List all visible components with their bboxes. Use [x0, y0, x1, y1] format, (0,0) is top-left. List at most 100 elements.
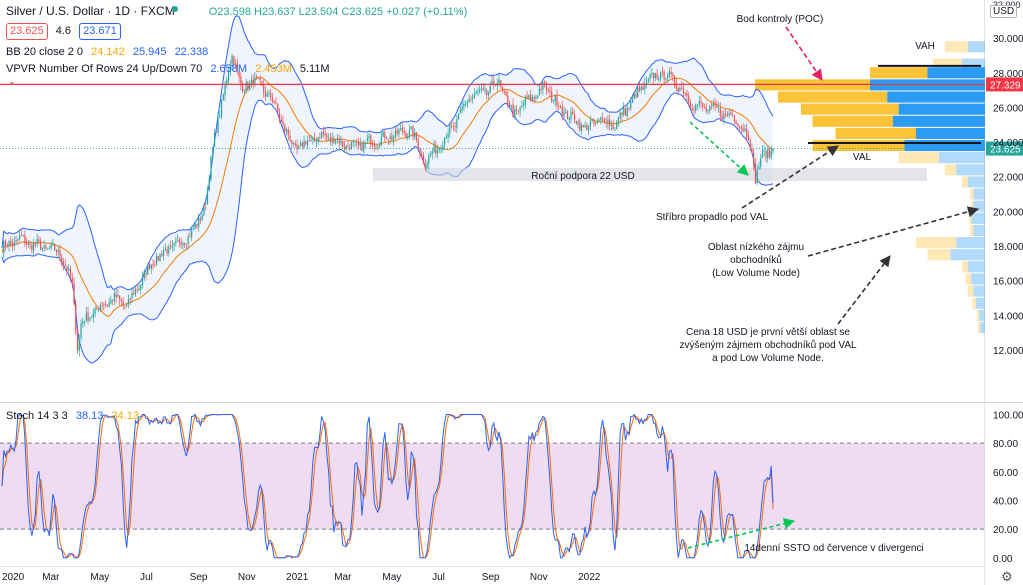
candle-body [456, 119, 458, 128]
candle-body [450, 126, 453, 127]
bb-legend[interactable]: BB 20 close 2 0 24.142 25.945 22.338 [6, 46, 213, 58]
candle-body [155, 255, 158, 266]
stoch-legend[interactable]: Stoch 14 3 3 38.13 34.13 [6, 410, 144, 422]
candle-body [287, 130, 289, 135]
note-line2: zvýšeným zájmem obchodníků pod VAL [679, 339, 857, 351]
poc-price-badge [986, 77, 1023, 92]
candle-body [15, 240, 17, 243]
candle-body [252, 79, 254, 86]
candle-body [489, 84, 491, 93]
time-tick-label: 2022 [578, 572, 601, 583]
candle-body [277, 104, 279, 113]
candle-body [315, 142, 317, 144]
candle-body [403, 131, 405, 133]
candle-body [605, 122, 607, 124]
candle-body [243, 89, 245, 91]
candle-body [271, 97, 274, 102]
settings-gear-icon[interactable]: ⚙ [1001, 569, 1013, 584]
candle-body [568, 118, 570, 121]
candle-body [714, 103, 716, 106]
candle-body [524, 96, 526, 105]
price-tick-label: 22.000 [993, 173, 1023, 184]
candle-body [264, 91, 267, 97]
candle-body [589, 121, 591, 126]
stoch-divergence-annotation: 14denní SSTO od července v divergenci [744, 543, 923, 554]
candle-body [328, 137, 330, 139]
volume-profile-up-bar [778, 91, 888, 103]
candle-body [356, 141, 358, 143]
candle-body [535, 96, 537, 99]
last-price-label: 23.625 [990, 145, 1021, 156]
candle-body [206, 189, 209, 204]
currency-selector[interactable]: USD [990, 5, 1018, 18]
candle-body [479, 89, 481, 92]
candle-body [440, 149, 442, 151]
candle-body [484, 89, 486, 91]
candle-body [263, 85, 265, 93]
candle-body [350, 142, 353, 149]
symbol-title[interactable]: Silver / U.S. Dollar · 1D · FXCM [6, 4, 175, 18]
candle-body [768, 149, 771, 157]
candle-body [633, 93, 635, 99]
candle-body [294, 143, 296, 146]
candle-body [630, 101, 632, 109]
candle-body [10, 240, 12, 245]
candle-body [162, 250, 165, 257]
candle-body [336, 138, 339, 140]
candle-body [166, 249, 168, 254]
volume-profile-up-bar [812, 139, 905, 152]
candle-body [667, 76, 669, 79]
ask-button[interactable]: 23.671 [79, 23, 121, 40]
support-zone: Roční podpora 22 USD [372, 168, 928, 182]
candle-body [438, 149, 440, 150]
candle-body [208, 179, 210, 190]
candle-body [566, 111, 569, 120]
candle-body [222, 94, 224, 101]
candle-body [266, 93, 268, 97]
candle-body [299, 142, 302, 146]
volume-profile-up-bar [962, 261, 968, 273]
candle-body [113, 292, 116, 301]
candle-body [273, 100, 275, 104]
candle-body [154, 265, 156, 267]
val-label: VAL [853, 152, 872, 163]
candle-body [119, 295, 121, 300]
volume-profile-up-bar [972, 297, 976, 309]
candle-body [236, 63, 238, 72]
candle-body [603, 118, 606, 123]
volume-profile-up-bar [870, 67, 928, 79]
bid-button[interactable]: 23.625 [6, 23, 48, 40]
candle-body [11, 243, 14, 247]
candle-body [649, 74, 651, 79]
candle-body [747, 135, 750, 141]
market-status-icon [172, 6, 178, 12]
candle-body [375, 146, 377, 148]
candle-body [619, 112, 621, 119]
volume-profile-up-bar [971, 200, 974, 212]
candle-body [340, 140, 342, 144]
volume-profile-down-bar [973, 285, 985, 297]
candle-body [542, 82, 544, 90]
candle-body [229, 65, 231, 73]
bb-upper-line [1, 15, 774, 291]
candle-body [259, 78, 261, 81]
candle-body [291, 140, 293, 145]
candle-body [396, 129, 398, 134]
candle-body [394, 130, 397, 139]
candle-body [686, 93, 688, 96]
candle-body [739, 125, 741, 127]
breakdown-arrow [689, 121, 749, 176]
candle-body [561, 106, 563, 116]
candle-body [361, 144, 363, 152]
candle-body [733, 115, 735, 121]
candle-body [231, 55, 233, 67]
candle-body [498, 79, 500, 84]
price-tick-label: 30.000 [993, 34, 1023, 45]
candle-body [18, 235, 21, 240]
candle-body [512, 104, 514, 117]
volume-profile-up-bar [927, 249, 951, 261]
candle-body [76, 331, 79, 351]
vpvr-legend[interactable]: VPVR Number Of Rows 24 Up/Down 70 2.658M… [6, 63, 335, 75]
candle-body [400, 127, 402, 130]
